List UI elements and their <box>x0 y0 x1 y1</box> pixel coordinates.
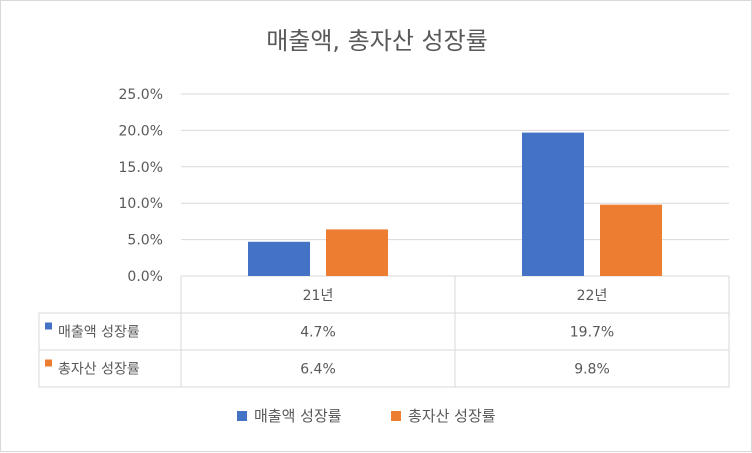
table-legend-key <box>45 322 52 330</box>
legend-swatch <box>391 411 401 421</box>
data-label: 19.7% <box>570 325 614 341</box>
table-row-label: 매출액 성장률 <box>58 325 140 341</box>
y-tick-label: 15.0% <box>119 160 163 176</box>
data-label: 6.4% <box>300 362 336 378</box>
table-row-label: 총자산 성장률 <box>58 362 140 378</box>
y-tick-label: 0.0% <box>127 269 163 285</box>
legend-label: 총자산 성장률 <box>408 407 496 425</box>
bar <box>248 241 310 276</box>
y-tick-label: 10.0% <box>119 196 163 212</box>
data-label: 9.8% <box>574 362 610 378</box>
bar <box>326 229 388 276</box>
legend-swatch <box>237 411 247 421</box>
y-tick-label: 20.0% <box>119 123 163 139</box>
chart-title: 매출액, 총자산 성장률 <box>266 27 488 55</box>
x-tick-label: 21년 <box>303 288 334 304</box>
data-label: 4.7% <box>300 325 336 341</box>
legend-label: 매출액 성장률 <box>254 407 342 425</box>
bar <box>600 204 662 276</box>
y-tick-label: 5.0% <box>127 233 163 249</box>
bar <box>522 132 584 276</box>
x-tick-label: 22년 <box>577 288 608 304</box>
y-tick-label: 25.0% <box>119 87 163 103</box>
table-legend-key <box>45 359 52 367</box>
